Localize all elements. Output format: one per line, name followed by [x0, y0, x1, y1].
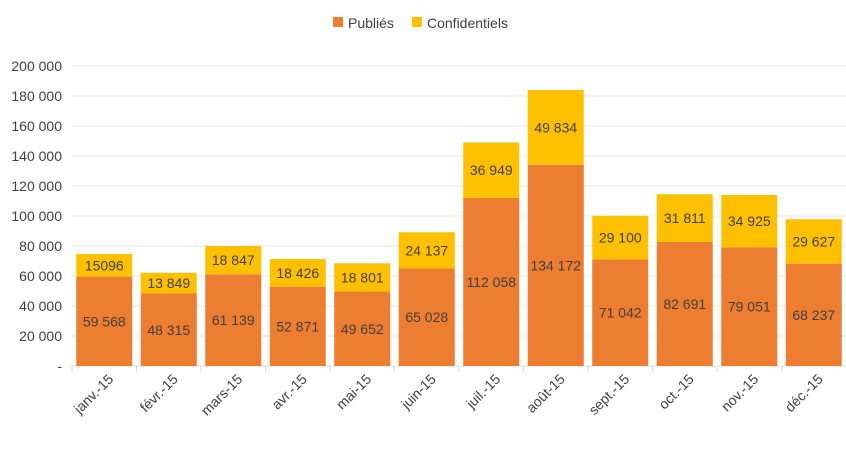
x-tick-label: juin-15: [397, 371, 439, 413]
y-tick-label: 100 000: [11, 208, 62, 224]
y-tick-label: 40 000: [19, 298, 62, 314]
bar-confidentiels: [527, 89, 584, 165]
x-tick-label: janv.-15: [70, 371, 117, 418]
bar-publies: [334, 291, 391, 366]
bar-publies: [269, 286, 326, 366]
data-label: 112 058: [466, 274, 516, 290]
data-label: 36 949: [470, 162, 513, 178]
legend-label: Publiés: [348, 15, 394, 31]
x-tick-label: juil.-15: [462, 371, 503, 412]
bar-confidentiels: [721, 195, 778, 248]
bar-publies: [205, 274, 262, 366]
bar-confidentiels: [592, 215, 649, 260]
data-label: 15096: [85, 257, 124, 273]
data-label: 24 137: [405, 242, 448, 258]
data-label: 68 237: [792, 307, 835, 323]
x-tick-label: févr.-15: [137, 371, 181, 415]
bar-confidentiels: [656, 194, 713, 242]
y-tick-label: 140 000: [11, 148, 62, 164]
bar-publies: [721, 247, 778, 366]
bar-publies: [398, 268, 455, 366]
data-label: 49 652: [341, 321, 384, 337]
gridlines: [71, 65, 846, 372]
y-tick-label: 180 000: [11, 88, 62, 104]
bar-publies: [656, 241, 713, 366]
data-label: 52 871: [276, 318, 319, 334]
data-label: 61 139: [212, 312, 255, 328]
bar-publies: [785, 263, 842, 366]
bar-confidentiels: [269, 259, 326, 287]
data-label: 18 847: [212, 252, 255, 268]
data-label: 65 028: [405, 309, 448, 325]
x-tick-label: oct.-15: [655, 371, 697, 413]
data-label: 82 691: [663, 296, 706, 312]
data-label: 79 051: [728, 299, 771, 315]
bar-confidentiels: [76, 254, 133, 277]
bar-publies: [140, 293, 197, 366]
bars: [76, 89, 842, 366]
bar-publies: [76, 276, 133, 366]
bar-confidentiels: [140, 272, 197, 294]
x-tick-label: nov.-15: [718, 371, 762, 415]
data-label: 29 627: [792, 233, 835, 249]
bar-confidentiels: [398, 232, 455, 269]
bar-confidentiels: [785, 219, 842, 264]
bar-confidentiels: [205, 246, 262, 275]
x-tick-label: août-15: [523, 371, 568, 416]
y-tick-label: 80 000: [19, 238, 62, 254]
data-label: 13 849: [147, 275, 190, 291]
x-tick-label: avr.-15: [268, 371, 310, 413]
data-label: 34 925: [728, 213, 771, 229]
data-label: 49 834: [534, 119, 577, 135]
data-label: 18 426: [276, 265, 319, 281]
y-axis-labels: - 20 000 40 000 60 000 80 000 100 000 120 000 1…: [11, 58, 62, 374]
bar-confidentiels: [334, 263, 391, 292]
y-tick-label: -: [57, 358, 62, 374]
data-label: 59 568: [83, 313, 126, 329]
bar-publies: [527, 164, 584, 366]
legend-swatch: [412, 17, 422, 27]
x-tick-label: mai-15: [333, 371, 375, 413]
y-tick-label: 160 000: [11, 118, 62, 134]
x-tick-label: mars-15: [198, 371, 246, 419]
x-tick-label: déc.-15: [782, 371, 826, 415]
data-label: 29 100: [599, 230, 642, 246]
legend: Publiés Confidentiels: [333, 15, 508, 31]
bar-publies: [463, 197, 520, 366]
bar-publies: [592, 259, 649, 366]
x-axis-labels: janv.-15 févr.-15 mars-15 avr.-15 mai-15 juin…: [70, 371, 826, 419]
legend-swatch: [333, 17, 343, 27]
bar-confidentiels: [463, 142, 520, 198]
data-label: 71 042: [599, 305, 642, 321]
data-labels: 59 568 15096 48 315 13 849 61 139 18 847 52 87…: [83, 119, 836, 337]
data-label: 48 315: [147, 322, 190, 338]
data-label: 31 811: [664, 210, 706, 226]
y-tick-label: 200 000: [11, 58, 62, 74]
y-tick-label: 120 000: [11, 178, 62, 194]
y-tick-label: 60 000: [19, 268, 62, 284]
y-tick-label: 20 000: [19, 328, 62, 344]
data-label: 18 801: [341, 269, 384, 285]
legend-label: Confidentiels: [427, 15, 508, 31]
x-tick-label: sept.-15: [585, 371, 632, 418]
data-label: 134 172: [530, 257, 581, 273]
